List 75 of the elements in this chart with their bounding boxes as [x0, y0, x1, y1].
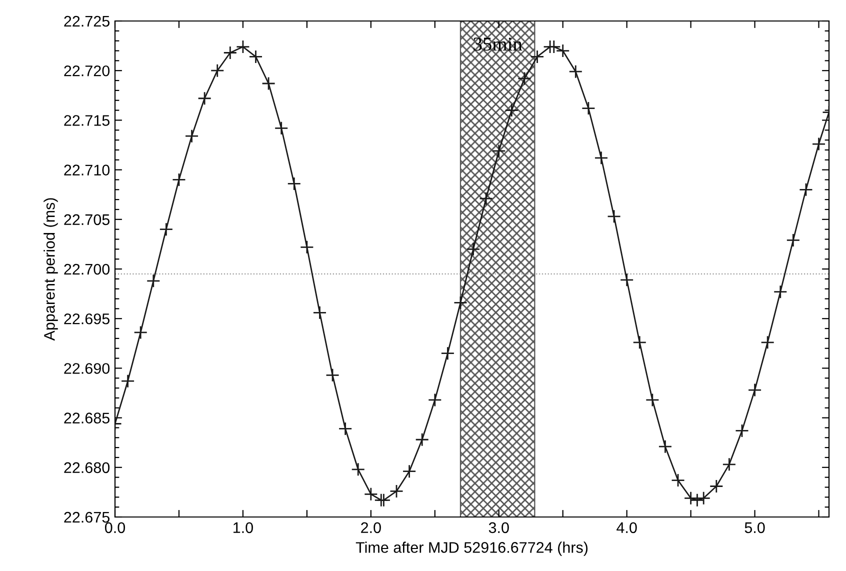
point	[748, 383, 762, 397]
y-tick-label: 22.685	[64, 412, 110, 424]
point	[300, 240, 314, 254]
point	[364, 487, 378, 502]
point	[274, 121, 288, 136]
point	[134, 326, 148, 340]
point	[351, 462, 366, 476]
point	[645, 393, 660, 407]
point	[415, 432, 430, 447]
point	[184, 129, 199, 144]
y-tick-label: 22.690	[64, 363, 110, 374]
x-tick-label: 5.0	[744, 522, 765, 534]
y-axis-title: Apparent period (ms)	[44, 198, 58, 341]
point	[594, 150, 608, 165]
point	[671, 473, 685, 488]
point	[479, 192, 494, 206]
point	[504, 103, 519, 118]
point	[248, 50, 263, 64]
point	[120, 374, 135, 388]
point	[338, 422, 352, 436]
point	[492, 144, 506, 158]
point	[236, 40, 250, 54]
point	[326, 368, 340, 382]
y-tick-label: 22.715	[64, 115, 110, 126]
x-tick-label: 2.0	[361, 522, 381, 534]
point	[632, 335, 647, 350]
point	[402, 464, 416, 478]
point	[440, 346, 455, 360]
x-tick-label: 0.0	[104, 522, 126, 534]
point	[607, 209, 621, 224]
y-tick-label: 22.720	[64, 65, 110, 76]
point	[262, 76, 276, 90]
point	[312, 306, 327, 320]
point	[773, 284, 788, 299]
point	[786, 233, 800, 248]
x-tick-label: 3.0	[488, 522, 509, 534]
y-tick-label: 22.710	[64, 164, 110, 176]
point	[454, 296, 468, 310]
point	[466, 242, 480, 256]
y-tick-label: 22.725	[64, 16, 110, 27]
point	[376, 493, 391, 508]
point	[799, 182, 813, 197]
y-tick-label: 22.675	[64, 512, 110, 523]
y-tick-label: 22.695	[64, 313, 110, 324]
point	[159, 222, 174, 236]
point	[518, 72, 532, 86]
point	[735, 424, 749, 438]
point	[556, 44, 570, 58]
point	[690, 493, 704, 508]
y-tick-label: 22.680	[64, 462, 110, 474]
point	[172, 172, 186, 187]
point	[684, 491, 698, 506]
point	[620, 272, 634, 287]
point	[223, 46, 238, 60]
point	[709, 479, 724, 494]
point	[658, 440, 672, 454]
point	[546, 40, 561, 54]
point	[390, 484, 404, 498]
point	[760, 335, 775, 350]
point	[210, 64, 224, 78]
y-tick-label: 22.705	[64, 214, 110, 226]
point	[530, 50, 544, 64]
point	[696, 491, 711, 506]
point	[722, 457, 736, 472]
point	[146, 274, 160, 288]
x-axis-title: Time after MJD 52916.67724 (hrs)	[356, 542, 588, 556]
y-tick-label: 22.700	[64, 264, 110, 275]
x-tick-label: 4.0	[616, 522, 637, 534]
x-tick-label: 1.0	[234, 522, 253, 534]
point	[568, 64, 583, 79]
point	[428, 393, 442, 407]
point	[812, 137, 826, 151]
point	[198, 91, 212, 106]
point	[581, 101, 596, 116]
point	[287, 176, 302, 191]
